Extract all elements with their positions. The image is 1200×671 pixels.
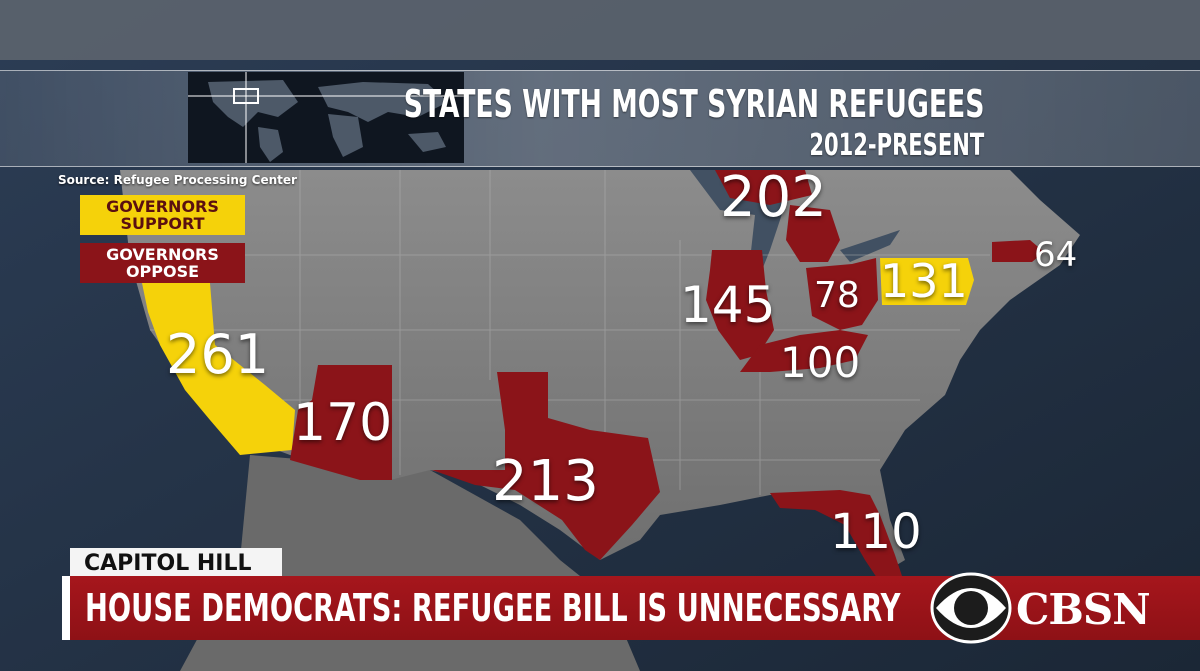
state-pennsylvania [880,258,974,305]
state-illinois [706,250,774,360]
legend-support-label: GOVERNORS SUPPORT [106,197,219,233]
legend-support: GOVERNORS SUPPORT [80,195,245,235]
world-locator-map [188,72,464,163]
lake-erie [840,230,900,262]
state-arizona [290,365,392,480]
canada-land [0,0,1200,60]
cbs-eye-icon [930,572,1012,644]
count-florida: 110 [830,504,922,560]
count-california: 261 [166,323,270,386]
count-kentucky: 100 [780,338,861,387]
count-illinois: 145 [680,276,776,334]
count-texas: 213 [492,449,599,514]
state-kentucky [740,330,868,372]
location-bar [70,548,282,578]
count-michigan: 202 [720,165,827,230]
count-massachusetts: 64 [1034,235,1078,275]
chart-title: STATES WITH MOST SYRIAN REFUGEES [403,82,984,126]
network-logo: CBSN [1016,585,1151,634]
chart-subtitle: 2012-PRESENT [809,128,984,163]
state-massachusetts [992,240,1044,262]
source-note: Source: Refugee Processing Center [58,173,297,187]
state-michigan-up [715,170,812,205]
count-ohio: 78 [814,275,860,316]
legend-oppose-label: GOVERNORS OPPOSE [106,245,219,281]
location-label: CAPITOL HILL [84,551,252,576]
headline-text: HOUSE DEMOCRATS: REFUGEE BILL IS UNNECES… [85,586,901,630]
count-arizona: 170 [293,393,393,453]
state-border-grid [130,170,990,495]
state-california [142,283,295,455]
state-texas [432,372,660,560]
state-florida [770,490,905,590]
legend-oppose: GOVERNORS OPPOSE [80,243,245,283]
count-pennsylvania: 131 [880,254,968,308]
world-map-icon [188,72,464,163]
state-michigan [786,205,840,262]
state-ohio [806,258,878,330]
